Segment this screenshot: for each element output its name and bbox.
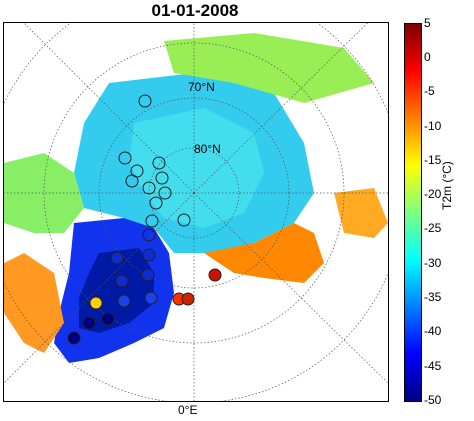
station-marker <box>138 94 152 108</box>
colorbar <box>404 23 422 402</box>
station-marker <box>142 181 156 195</box>
station-marker <box>101 312 115 326</box>
colorbar-tick: -50 <box>424 393 442 407</box>
station-marker <box>142 248 156 262</box>
colorbar-tick: -15 <box>424 153 442 167</box>
station-marker <box>117 294 131 308</box>
station-marker <box>115 274 129 288</box>
colorbar-tick: -20 <box>424 187 442 201</box>
lat-80-label: 80°N <box>194 142 221 156</box>
station-marker <box>142 228 156 242</box>
station-marker <box>118 151 132 165</box>
colorbar-tick: -25 <box>424 221 442 235</box>
polar-map[interactable]: 70°N 80°N <box>3 22 389 402</box>
colorbar-tick: -10 <box>424 119 442 133</box>
colorbar-tick: -5 <box>424 84 435 98</box>
station-marker <box>152 156 166 170</box>
station-marker <box>82 316 96 330</box>
lat-70-label: 70°N <box>188 80 215 94</box>
station-marker <box>181 292 195 306</box>
station-marker <box>141 268 155 282</box>
greenland-deep-cold-region <box>79 248 154 333</box>
colorbar-tick: 0 <box>424 50 431 64</box>
station-marker <box>155 171 169 185</box>
station-marker <box>208 268 222 282</box>
colorbar-tick: -45 <box>424 359 442 373</box>
colorbar-label: T2m (°C) <box>440 161 454 210</box>
station-marker <box>89 296 103 310</box>
siberia-region <box>164 33 374 103</box>
colorbar-tick: -35 <box>424 290 442 304</box>
east-coast-region <box>334 188 388 238</box>
north-atlantic-region <box>204 223 324 283</box>
colorbar-tick: -40 <box>424 324 442 338</box>
ice-pack-region <box>129 108 264 228</box>
station-marker <box>158 186 172 200</box>
station-marker <box>125 174 139 188</box>
station-marker <box>177 213 191 227</box>
nordic-sea-region <box>4 253 64 353</box>
polar-map-canvas: 70°N 80°N <box>4 23 388 401</box>
station-marker <box>145 214 159 228</box>
colorbar-tick: 5 <box>424 16 431 30</box>
map-title: 01-01-2008 <box>151 1 239 20</box>
station-marker <box>149 196 163 210</box>
station-marker <box>67 331 81 345</box>
station-marker <box>110 251 124 265</box>
meridian-label: 0°E <box>178 403 198 417</box>
north-america-region <box>4 153 84 233</box>
colorbar-tick: -30 <box>424 256 442 270</box>
station-marker <box>144 291 158 305</box>
